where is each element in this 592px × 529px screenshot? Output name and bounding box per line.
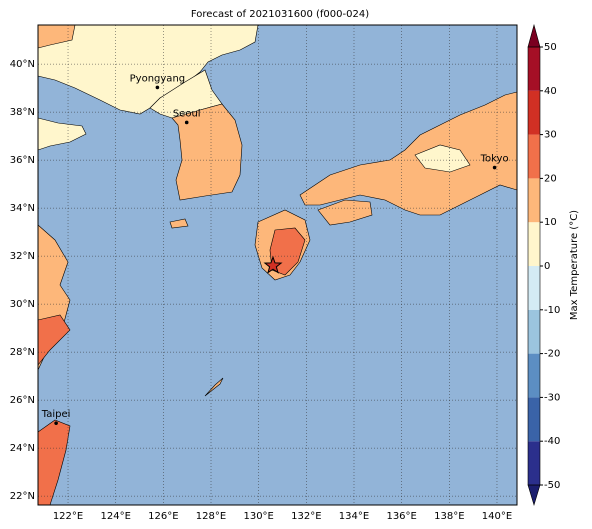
city-label: Tokyo (480, 154, 509, 165)
colorbar-tick-label: -40 (544, 436, 560, 447)
lon-tick-label: 122°E (53, 511, 83, 522)
land (37, 24, 518, 506)
lon-tick-label: 126°E (148, 511, 178, 522)
colorbar-extend-under (527, 484, 541, 507)
lon-tick-label: 140°E (482, 511, 512, 522)
colorbar-swatch (528, 90, 540, 135)
colorbar-tick-label: -50 (544, 480, 560, 491)
colorbar-swatch (528, 353, 540, 398)
city-dot (184, 120, 189, 125)
colorbar-extend-over (527, 23, 541, 48)
lon-tick-label: 136°E (386, 511, 416, 522)
lon-tick-label: 132°E (291, 511, 321, 522)
lat-tick-label: 26°N (10, 395, 35, 406)
colorbar-swatch (528, 441, 540, 485)
lat-tick-label: 24°N (10, 443, 35, 454)
lat-tick-label: 36°N (10, 155, 35, 166)
colorbar-swatch (528, 397, 540, 442)
colorbar-tick-label: -10 (544, 305, 560, 316)
colorbar-tick-label: 20 (544, 173, 557, 184)
lat-tick-label: 22°N (10, 491, 35, 502)
colorbar-swatch (528, 309, 540, 354)
lat-tick-label: 28°N (10, 347, 35, 358)
location-star (263, 255, 283, 274)
lon-tick-label: 138°E (434, 511, 464, 522)
colorbar-tick-label: -20 (544, 349, 560, 360)
lat-tick-label: 40°N (10, 59, 35, 70)
lon-tick-label: 134°E (339, 511, 369, 522)
title: Forecast of 2021031600 (f000-024) (191, 9, 369, 20)
colorbar-swatch (528, 222, 540, 266)
colorbar-tick-label: 30 (544, 130, 557, 141)
lon-tick-label: 124°E (100, 511, 130, 522)
colorbar-swatch (528, 266, 540, 310)
city-dot (155, 85, 160, 90)
lat-tick-label: 34°N (10, 203, 35, 214)
colorbar-label: Max Temperature (°C) (569, 210, 580, 320)
colorbar-swatch (528, 47, 540, 91)
map-frame (37, 24, 518, 506)
colorbar-tick-label: 10 (544, 217, 557, 228)
city-dot (492, 165, 497, 170)
lat-tick-label: 38°N (10, 107, 35, 118)
city-label: Pyongyang (130, 73, 185, 84)
colorbar-tick-label: 50 (544, 42, 557, 53)
colorbar-tick-label: 0 (544, 261, 550, 272)
lon-tick-label: 128°E (196, 511, 226, 522)
colorbar-tick-label: -30 (544, 392, 560, 403)
colorbar-swatch (528, 134, 540, 179)
lat-tick-label: 30°N (10, 299, 35, 310)
colorbar-tick-label: 40 (544, 86, 557, 97)
city-dot (54, 421, 58, 425)
city-label: Seoul (173, 108, 201, 119)
lat-tick-label: 32°N (10, 251, 35, 262)
lon-tick-label: 130°E (243, 511, 273, 522)
colorbar-swatch (528, 178, 540, 223)
city-label: Taipei (41, 409, 71, 420)
